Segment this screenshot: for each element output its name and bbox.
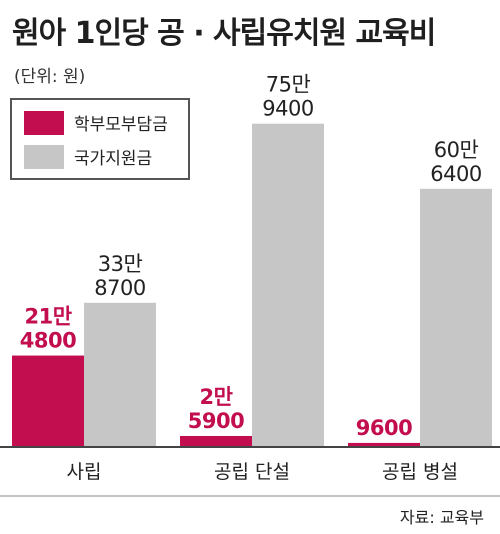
bar-parent-0 <box>12 355 84 447</box>
category-label-1: 공립 단설 <box>214 461 290 483</box>
bar-gov-2 <box>420 188 492 447</box>
data-label-gov-0-1: 8700 <box>94 276 145 300</box>
chart-title: 원아 1인당 공 · 사립유치원 교육비 <box>12 16 436 51</box>
data-label-parent-0-0: 21만 <box>24 305 71 329</box>
source-note: 자료: 교육부 <box>399 508 484 527</box>
legend-label-gov: 국가지원금 <box>74 149 153 169</box>
legend-item-gov: 국가지원금 <box>24 144 152 169</box>
legend-swatch-parent <box>24 110 64 135</box>
unit-label: (단위: 원) <box>14 67 86 87</box>
bar-parent-1 <box>180 435 252 447</box>
data-label-parent-1-0: 2만 <box>200 385 233 409</box>
data-label-gov-0-0: 33만 <box>98 252 143 276</box>
bar-parent-2 <box>348 442 420 447</box>
bar-gov-1 <box>252 123 324 447</box>
data-label-parent-0-1: 4800 <box>20 329 76 353</box>
data-label-parent-1-1: 5900 <box>188 409 244 433</box>
data-label-gov-2-1: 6400 <box>430 162 481 186</box>
data-label-parent-2-0: 9600 <box>356 416 412 440</box>
data-label-gov-1-1: 9400 <box>262 97 313 121</box>
category-label-2: 공립 병설 <box>382 461 458 483</box>
legend-swatch-gov <box>24 144 64 169</box>
data-label-gov-1-0: 75만 <box>266 73 311 97</box>
bar-gov-0 <box>84 302 156 447</box>
category-label-0: 사립 <box>67 461 102 483</box>
legend: 학부모부담금 국가지원금 <box>10 98 190 180</box>
legend-item-parent: 학부모부담금 <box>24 110 168 135</box>
data-label-gov-2-0: 60만 <box>434 138 479 162</box>
legend-label-parent: 학부모부담금 <box>74 115 168 135</box>
